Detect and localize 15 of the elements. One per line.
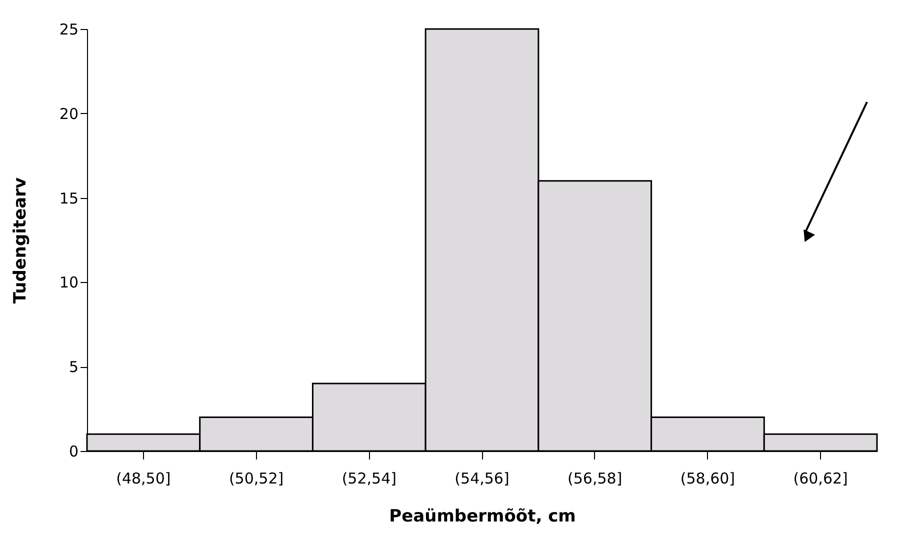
x-axis-title: Peaümbermõõt, cm (389, 506, 576, 526)
x-tick-label: (50,52] (228, 470, 284, 488)
y-tick-label: 0 (68, 442, 78, 460)
x-tick-label: (48,50] (116, 470, 171, 488)
x-tick-label: (58,60] (680, 470, 736, 488)
x-tick-label: (56,58] (568, 470, 622, 488)
y-axis-title: Tudengitearv (10, 177, 30, 304)
y-tick-label: 5 (68, 358, 78, 376)
x-tick-label: (54,56] (454, 470, 510, 488)
y-tick-label: 15 (59, 189, 78, 208)
y-tick-label: 25 (59, 20, 78, 38)
y-tick-label: 20 (59, 104, 78, 123)
x-tick-label: (60,62] (793, 470, 848, 488)
y-tick-label: 10 (59, 274, 78, 292)
x-tick-label: (52,54] (342, 470, 396, 488)
